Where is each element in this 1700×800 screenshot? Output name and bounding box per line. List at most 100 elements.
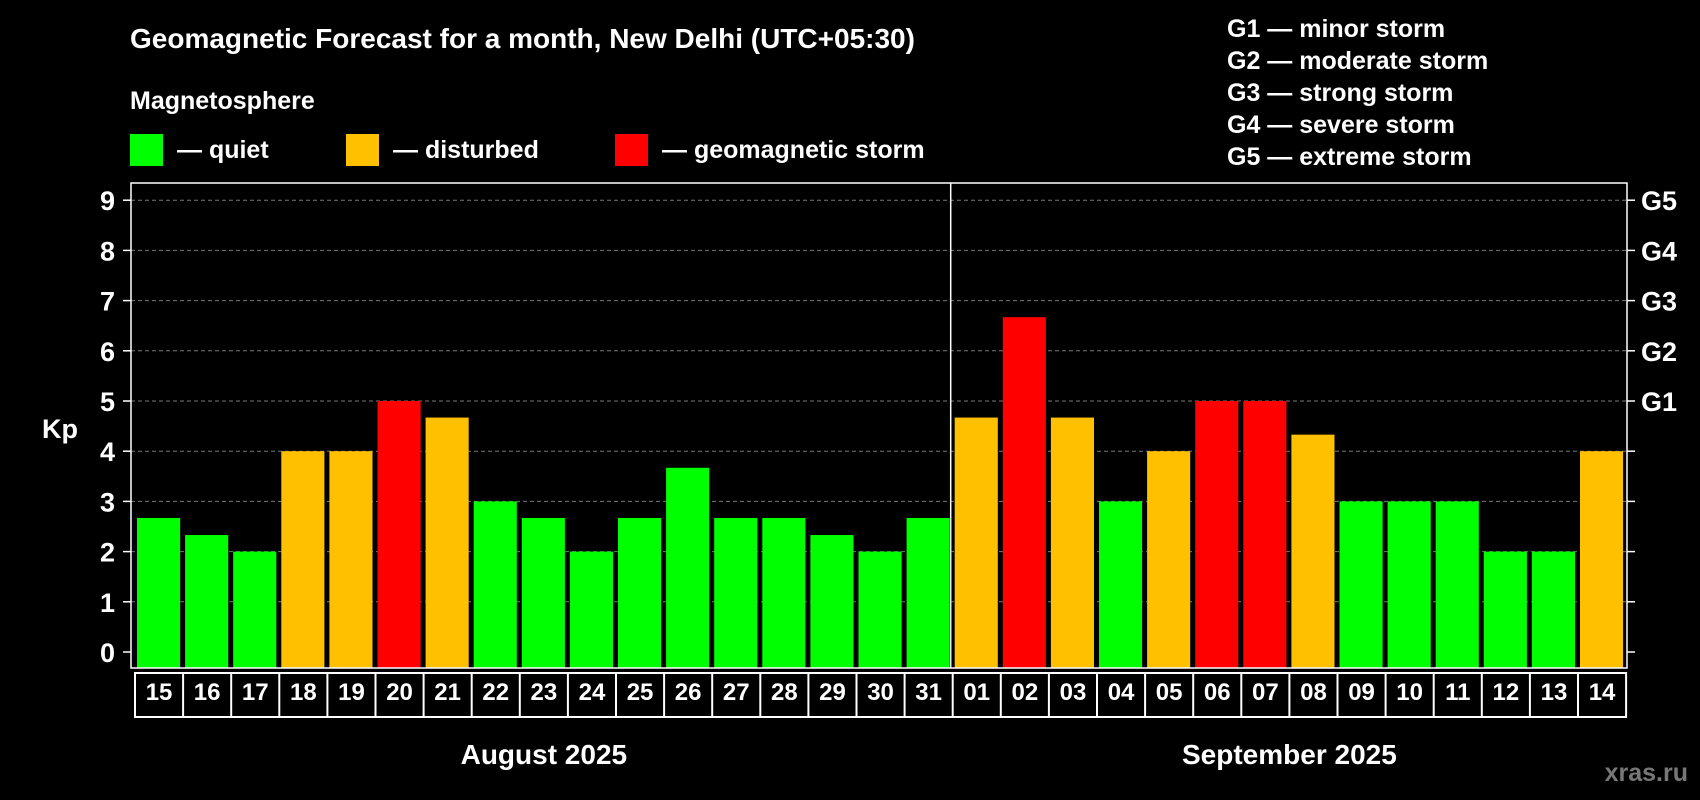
legend-swatch-storm <box>615 134 648 166</box>
y-tick-label-9: 9 <box>100 186 115 216</box>
day-label: 19 <box>338 679 365 706</box>
bar-20-aug <box>377 401 421 668</box>
day-label: 15 <box>146 679 173 706</box>
bar-18-aug <box>281 451 325 668</box>
bar-17-aug <box>233 551 277 668</box>
bar-25-aug <box>618 517 662 668</box>
day-label: 27 <box>723 679 750 706</box>
bar-05-sep <box>1147 451 1191 668</box>
legend-swatch-quiet <box>130 134 163 166</box>
y-tick-label-2: 2 <box>100 538 115 568</box>
watermark: xras.ru <box>1605 759 1688 787</box>
bar-31-aug <box>906 517 950 668</box>
bar-23-aug <box>521 517 565 668</box>
day-label: 13 <box>1541 679 1568 706</box>
right-tick-label-g5: G5 <box>1641 186 1677 216</box>
legend-label-quiet: — quiet <box>177 136 269 164</box>
day-label: 08 <box>1300 679 1327 706</box>
y-tick-label-5: 5 <box>100 387 115 417</box>
bar-11-sep <box>1435 501 1479 668</box>
day-label: 14 <box>1589 679 1616 706</box>
bar-28-aug <box>762 517 806 668</box>
right-tick-label-g2: G2 <box>1641 337 1677 367</box>
day-label: 30 <box>867 679 894 706</box>
day-label: 12 <box>1492 679 1519 706</box>
bar-06-sep <box>1195 401 1239 668</box>
legend-label-storm: — geomagnetic storm <box>662 136 925 164</box>
bar-24-aug <box>569 551 613 668</box>
bar-21-aug <box>425 417 469 668</box>
bar-10-sep <box>1387 501 1431 668</box>
right-tick-label-g1: G1 <box>1641 387 1677 417</box>
legend-label-disturbed: — disturbed <box>393 136 539 164</box>
x-axis-layer: 15 16 17 18 19 20 21 22 23 24 25 26 27 28 29 30 31 01 02 03… <box>134 672 1628 770</box>
day-label: 29 <box>819 679 846 706</box>
bar-30-aug <box>858 551 902 668</box>
day-label: 02 <box>1011 679 1038 706</box>
right-tick-label-g3: G3 <box>1641 287 1677 317</box>
day-label: 28 <box>771 679 798 706</box>
day-label: 24 <box>579 679 606 706</box>
bar-01-sep <box>954 417 998 668</box>
legend-swatch-disturbed <box>346 134 379 166</box>
y-tick-label-4: 4 <box>100 437 115 467</box>
legend-title: Magnetosphere <box>130 87 315 115</box>
bar-14-sep <box>1580 451 1624 668</box>
day-label: 07 <box>1252 679 1279 706</box>
month-label-august: August 2025 <box>461 739 628 770</box>
day-label: 23 <box>530 679 557 706</box>
storm-scale-g4: G4 — severe storm <box>1227 111 1455 139</box>
bar-02-sep <box>1002 317 1046 668</box>
bar-07-sep <box>1243 401 1287 668</box>
day-label: 18 <box>290 679 317 706</box>
chart-title: Geomagnetic Forecast for a month, New De… <box>130 23 915 54</box>
y-tick-label-3: 3 <box>100 487 115 517</box>
day-label: 20 <box>386 679 413 706</box>
bar-15-aug <box>137 517 181 668</box>
y-tick-label-0: 0 <box>100 638 115 668</box>
y-tick-label-6: 6 <box>100 337 115 367</box>
day-label: 25 <box>627 679 654 706</box>
month-label-september: September 2025 <box>1182 739 1397 770</box>
day-label: 16 <box>194 679 221 706</box>
y-tick-label-8: 8 <box>100 236 115 266</box>
plot-frame <box>130 182 1628 669</box>
bar-04-sep <box>1099 501 1143 668</box>
day-label: 21 <box>434 679 461 706</box>
bars-layer <box>137 317 1624 668</box>
bar-27-aug <box>714 517 758 668</box>
bar-08-sep <box>1291 434 1335 668</box>
day-label: 11 <box>1445 679 1470 706</box>
storm-scale-g1: G1 — minor storm <box>1227 15 1445 43</box>
y-axis-label: Kp <box>42 414 78 444</box>
y-tick-label-7: 7 <box>100 287 115 317</box>
day-label: 10 <box>1396 679 1423 706</box>
day-label: 22 <box>482 679 509 706</box>
day-label: 17 <box>242 679 269 706</box>
day-label: 03 <box>1060 679 1087 706</box>
day-label: 09 <box>1348 679 1375 706</box>
storm-scale-g2: G2 — moderate storm <box>1227 47 1488 75</box>
day-label: 01 <box>963 679 990 706</box>
bar-22-aug <box>473 501 517 668</box>
bar-29-aug <box>810 535 854 668</box>
day-label: 04 <box>1108 679 1135 706</box>
day-label-table <box>134 672 1628 718</box>
axes-layer: 0 1 2 3 4 5 6 7 8 9 G1 G2 G3 G4 G5 <box>100 182 1677 669</box>
bar-12-sep <box>1483 551 1527 668</box>
bar-13-sep <box>1531 551 1575 668</box>
storm-scale-g3: G3 — strong storm <box>1227 79 1453 107</box>
day-label: 31 <box>915 679 942 706</box>
bar-19-aug <box>329 451 373 668</box>
bar-09-sep <box>1339 501 1383 668</box>
day-label: 06 <box>1204 679 1231 706</box>
bar-26-aug <box>666 467 710 668</box>
day-label: 26 <box>675 679 702 706</box>
y-tick-label-1: 1 <box>100 588 115 618</box>
right-tick-label-g4: G4 <box>1641 236 1677 266</box>
day-label: 05 <box>1156 679 1183 706</box>
bar-03-sep <box>1050 417 1094 668</box>
storm-scale-g5: G5 — extreme storm <box>1227 143 1472 171</box>
bar-16-aug <box>185 535 229 668</box>
